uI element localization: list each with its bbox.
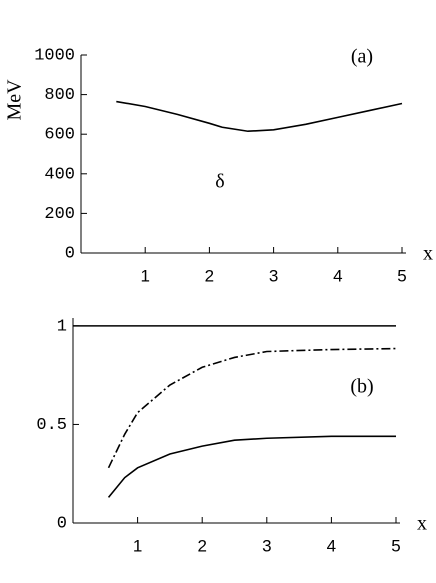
x-tick-label: 2 [197,536,206,555]
x-tick-label: 3 [269,266,278,285]
line-series [107,435,396,498]
annotation: δ [215,171,224,193]
annotation: (b) [350,376,373,398]
y-tick-label: 0 [65,244,75,263]
y-tick-label: 0.5 [36,416,67,435]
y-tick-label: 600 [44,126,75,145]
x-tick-label: 4 [333,266,342,285]
x-axis-label: x [417,513,427,535]
y-axis-label: MeV [4,79,26,121]
y-tick-label: 400 [44,165,75,184]
x-tick-label: 4 [327,536,336,555]
x-tick-label: 3 [262,536,271,555]
y-tick-label: 1 [57,317,67,336]
y-tick-label: 0 [57,514,67,533]
line-series [116,100,403,133]
y-tick-label: 200 [44,205,75,224]
x-tick-label: 5 [391,536,400,555]
x-tick-label: 5 [397,266,406,285]
y-tick-label: 1000 [34,46,75,65]
x-tick-label: 2 [205,266,214,285]
x-tick-label: 1 [140,266,149,285]
x-axis-label: x [423,243,433,265]
y-tick-label: 800 [44,86,75,105]
x-tick-label: 1 [133,536,142,555]
line-series [107,347,397,469]
annotation: (a) [351,46,373,68]
